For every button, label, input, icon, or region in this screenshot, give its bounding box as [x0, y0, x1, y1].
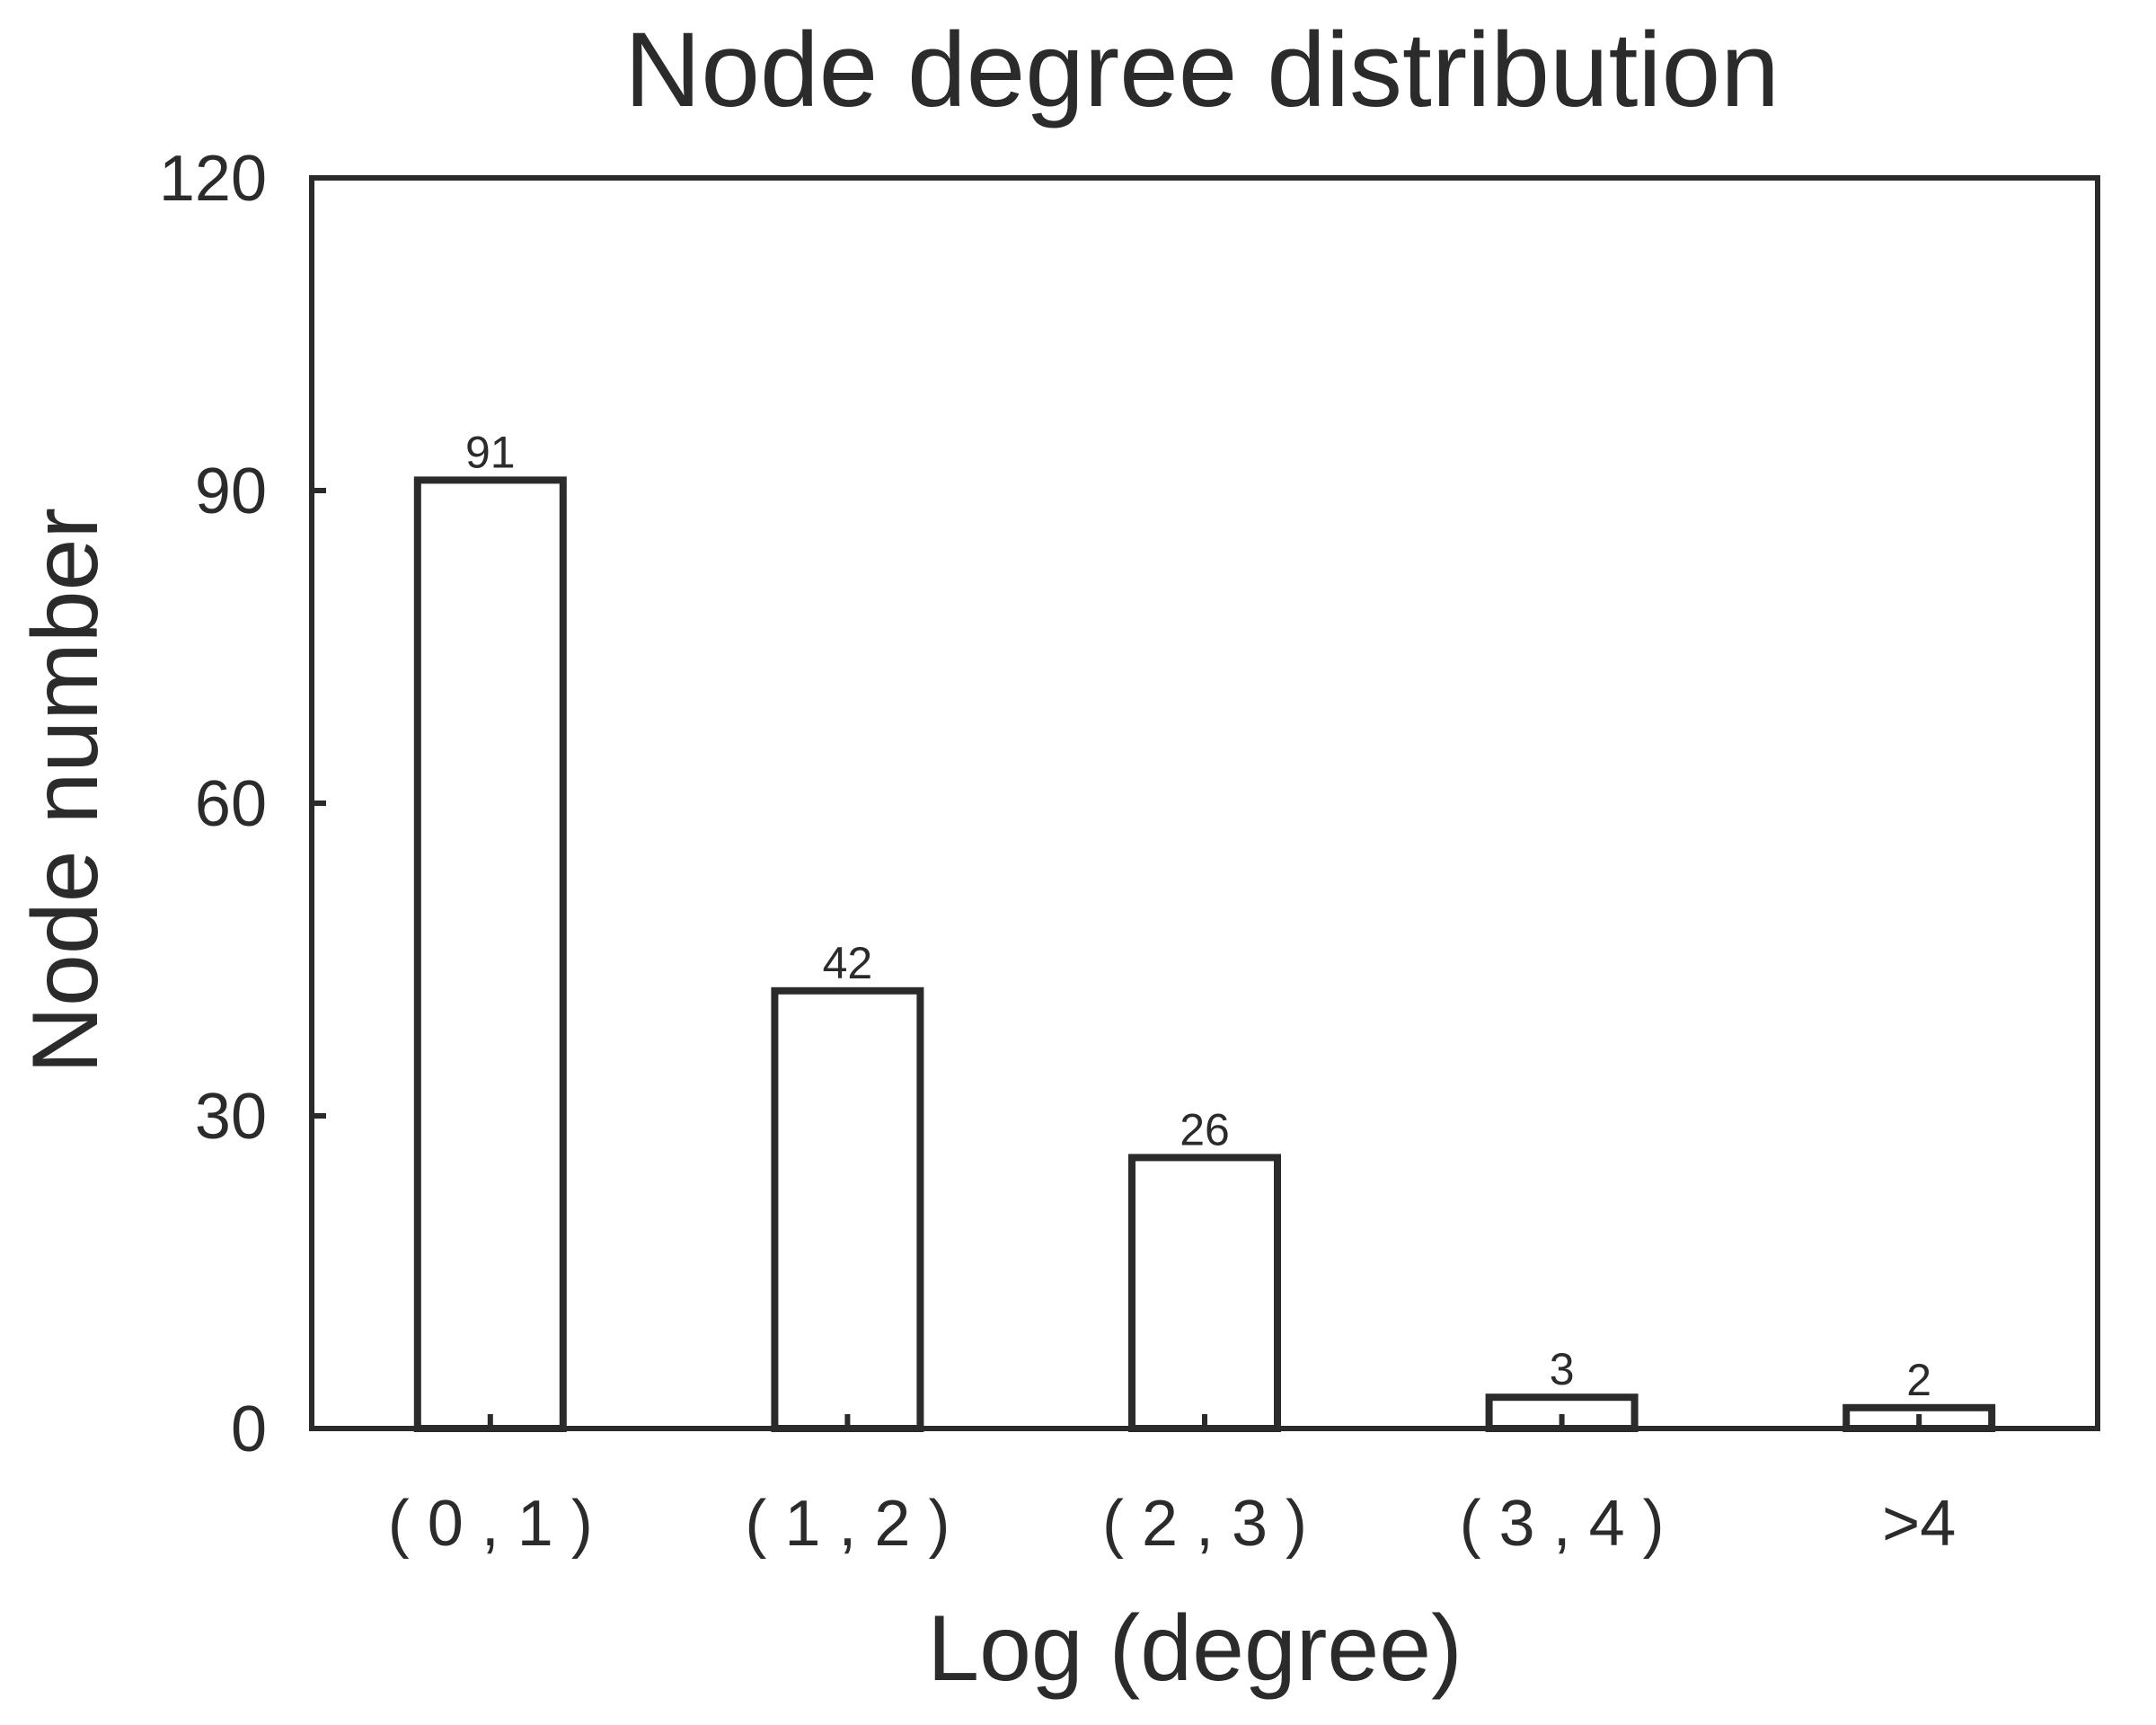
x-tick-label: ( 2 , 3 ) [1102, 1488, 1307, 1560]
y-axis-title: Node number [13, 508, 118, 1074]
data-label: 26 [1180, 1104, 1230, 1154]
plot-area: 0 30 60 90 120 91 ( 0 , 1 ) 42 ( 1 , 2 ) 26 ( 2 , … [159, 143, 2100, 1560]
data-label: 3 [1550, 1344, 1575, 1394]
y-tick-label: 0 [231, 1393, 267, 1465]
x-axis-title: Log (degree) [927, 1597, 1462, 1701]
y-tick-label: 30 [195, 1081, 267, 1153]
y-tick-label: 90 [195, 456, 267, 527]
x-tick-label: >4 [1882, 1488, 1956, 1560]
bar [771, 986, 924, 1433]
data-label: 91 [465, 427, 516, 477]
y-tick-label: 60 [195, 768, 267, 840]
bar [1128, 1154, 1281, 1433]
x-tick-label: ( 3 , 4 ) [1460, 1488, 1665, 1560]
x-tick-label: ( 1 , 2 ) [745, 1488, 950, 1560]
bar [413, 476, 567, 1432]
data-label: 2 [1906, 1355, 1931, 1405]
y-tick-label: 120 [159, 143, 267, 215]
chart-title: Node degree distribution [624, 11, 1780, 129]
x-tick-label: ( 0 , 1 ) [388, 1488, 593, 1560]
data-label: 42 [823, 938, 873, 988]
